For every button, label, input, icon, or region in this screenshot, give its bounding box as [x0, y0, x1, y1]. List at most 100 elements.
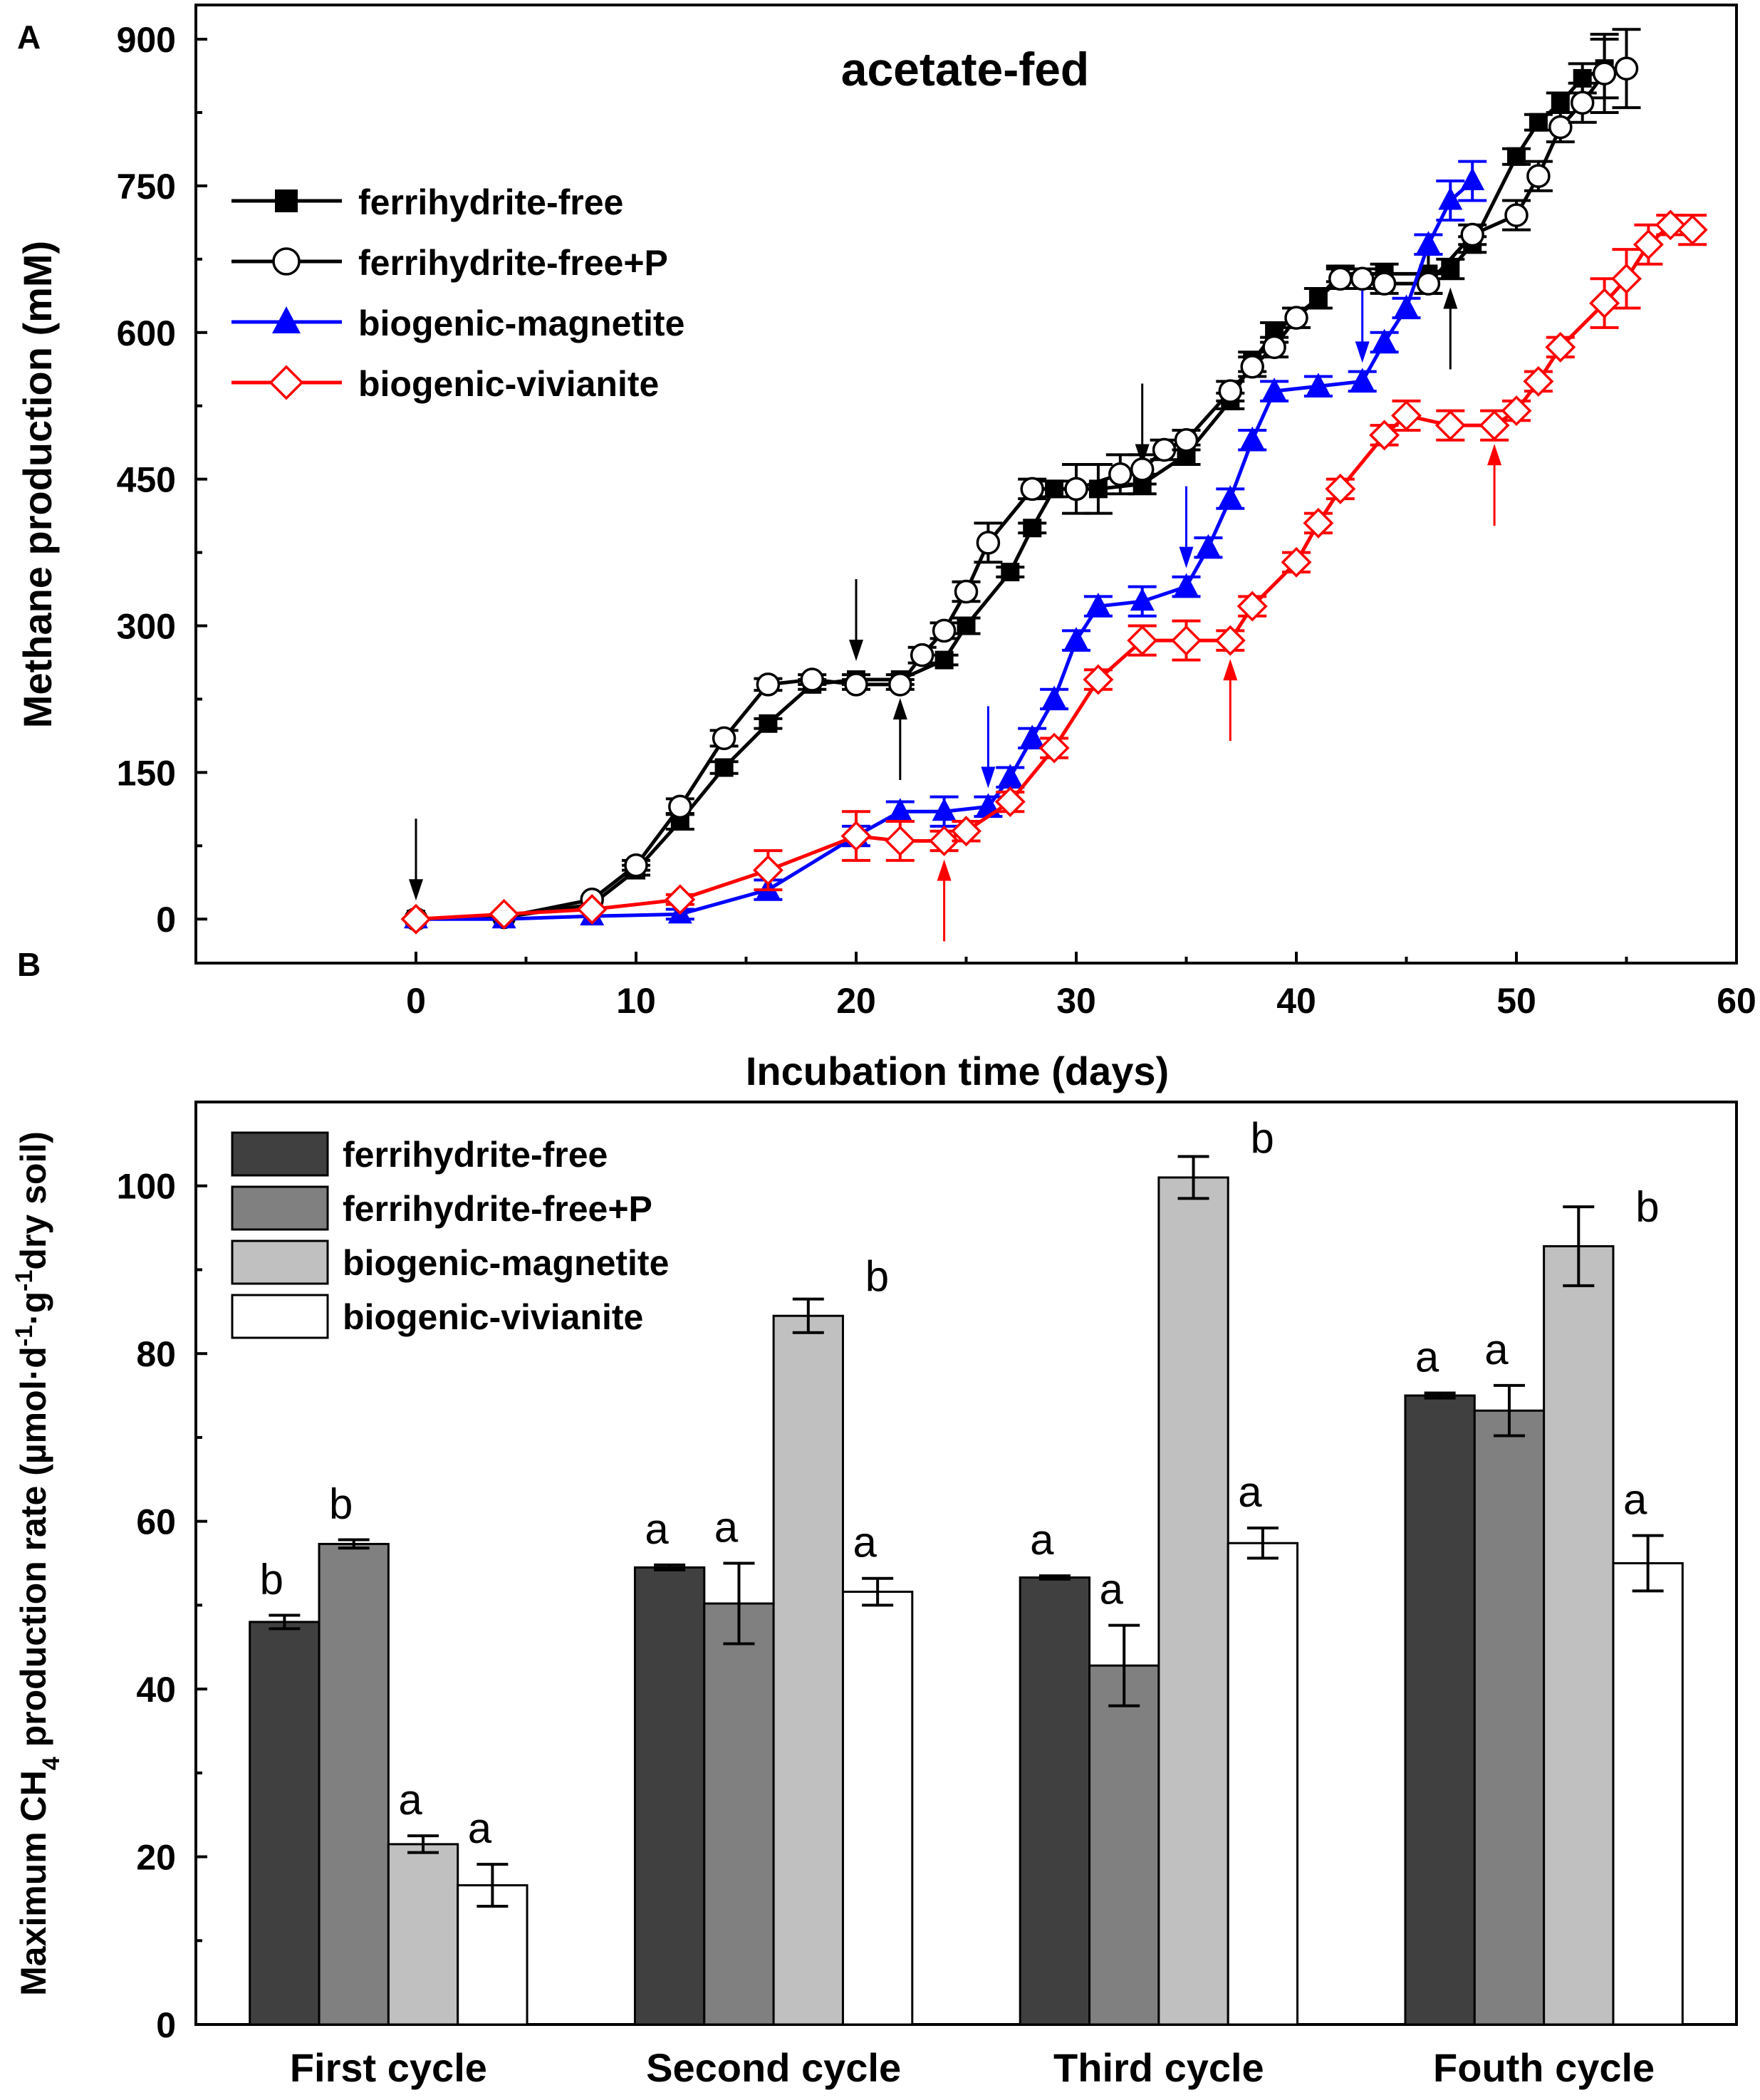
data-point [885, 825, 916, 856]
y-tick-label-b: 0 [156, 2005, 176, 2045]
y-label-superscript-1: -1 [11, 1325, 38, 1346]
data-point [1460, 222, 1484, 247]
data-point [1020, 477, 1044, 501]
data-point [1677, 214, 1708, 246]
data-point [1303, 507, 1334, 539]
axes-b: 0 20 40 60 80 100 First cycle Second cycle Third… [117, 1167, 1655, 2090]
data-point [1262, 335, 1286, 360]
legend-swatch [231, 1131, 329, 1177]
data-point [1001, 563, 1020, 582]
data-point [1214, 625, 1246, 656]
bar [1019, 1576, 1091, 2026]
significance-letter: b [1635, 1182, 1659, 1230]
data-point [1460, 167, 1485, 191]
data-point [1064, 627, 1088, 650]
data-point [1655, 209, 1686, 241]
arrowhead-up-icon [937, 859, 952, 881]
data-point [976, 531, 1001, 555]
bar [318, 1542, 390, 2026]
x-tick-label-b: Fouth cycle [1433, 2045, 1655, 2090]
data-point [269, 365, 304, 400]
panel-b-label: B [17, 946, 41, 983]
series-biogenic-vivianite [400, 209, 1708, 935]
data-point [932, 798, 957, 821]
y-tick-label-b: 60 [136, 1502, 176, 1542]
x-tick-label-a: 10 [616, 981, 656, 1021]
data-point [994, 786, 1026, 818]
significance-letter: b [1251, 1114, 1274, 1162]
data-point [1551, 93, 1570, 113]
x-tick-label-a: 60 [1717, 981, 1756, 1021]
y-label-superscript-2: -1 [11, 1270, 38, 1291]
y-tick-label-a: 600 [117, 313, 176, 353]
data-point [1434, 410, 1466, 441]
data-point [712, 726, 736, 751]
data-point [1281, 546, 1312, 578]
data-point [1042, 685, 1067, 709]
data-point [1416, 231, 1441, 254]
data-point [1130, 457, 1155, 482]
legend-label: biogenic-vivianite [343, 1297, 643, 1337]
y-tick-label-b: 100 [117, 1167, 176, 1207]
x-tick-label-a: 0 [406, 981, 426, 1021]
legend-swatch [231, 1239, 329, 1285]
plot-area-b [194, 1101, 1738, 2026]
data-point [1038, 732, 1070, 764]
data-point [1545, 331, 1576, 363]
data-point [934, 650, 954, 670]
y-tick-label-a: 150 [117, 753, 176, 793]
data-point [1523, 365, 1554, 397]
data-point [1633, 229, 1664, 260]
data-point [1350, 368, 1375, 391]
data-point [1592, 61, 1617, 85]
data-point [1064, 477, 1088, 501]
data-point [1441, 259, 1460, 279]
data-point [1529, 113, 1548, 132]
legend-label: biogenic-magnetite [358, 303, 684, 343]
significance-letter: b [865, 1252, 889, 1300]
data-point [1240, 355, 1264, 379]
data-point [1325, 473, 1356, 504]
data-point [1391, 400, 1422, 431]
significance-letter: a [1623, 1476, 1647, 1524]
y-label-part-2: production rate (µmol·d [14, 1346, 53, 1757]
series-biogenic-magnetite [404, 160, 1487, 929]
y-axis-label-b: Maximum CH4 production rate (µmol·d-1·g-… [11, 1131, 65, 1996]
data-point [1108, 462, 1132, 487]
data-point [1350, 266, 1375, 291]
data-point [714, 758, 734, 777]
data-point [1611, 263, 1642, 294]
x-tick-label-a: 40 [1276, 981, 1316, 1021]
significance-letter: b [329, 1480, 353, 1528]
data-point [887, 798, 912, 821]
data-point [1548, 115, 1573, 140]
arrowhead-up-icon [1487, 444, 1502, 466]
panel-a-label: A [17, 19, 41, 56]
legend-b: ferrihydrite-free ferrihydrite-free+P biog… [231, 1131, 669, 1339]
data-point [800, 667, 824, 692]
significance-letter: a [468, 1804, 492, 1852]
data-point [756, 672, 781, 697]
bar [1612, 1562, 1684, 2026]
chart-title: acetate-fed [841, 43, 1089, 95]
legend-swatch [231, 1185, 329, 1231]
data-point [1127, 625, 1158, 656]
data-point [489, 898, 520, 930]
legend-swatch [231, 1294, 329, 1339]
y-tick-label-b: 80 [136, 1334, 176, 1374]
data-point [275, 189, 298, 212]
data-point [888, 672, 912, 697]
data-point [759, 714, 778, 733]
significance-letter: a [1415, 1334, 1439, 1381]
legend-a: ferrihydrite-free ferrihydrite-free+P biog… [231, 182, 684, 404]
data-point [1504, 203, 1529, 227]
legend-label: ferrihydrite-free+P [343, 1189, 652, 1229]
bar [1543, 1244, 1615, 2026]
x-tick-label-a: 30 [1056, 981, 1096, 1021]
x-tick-label-a: 50 [1496, 981, 1536, 1021]
data-point [272, 247, 301, 276]
